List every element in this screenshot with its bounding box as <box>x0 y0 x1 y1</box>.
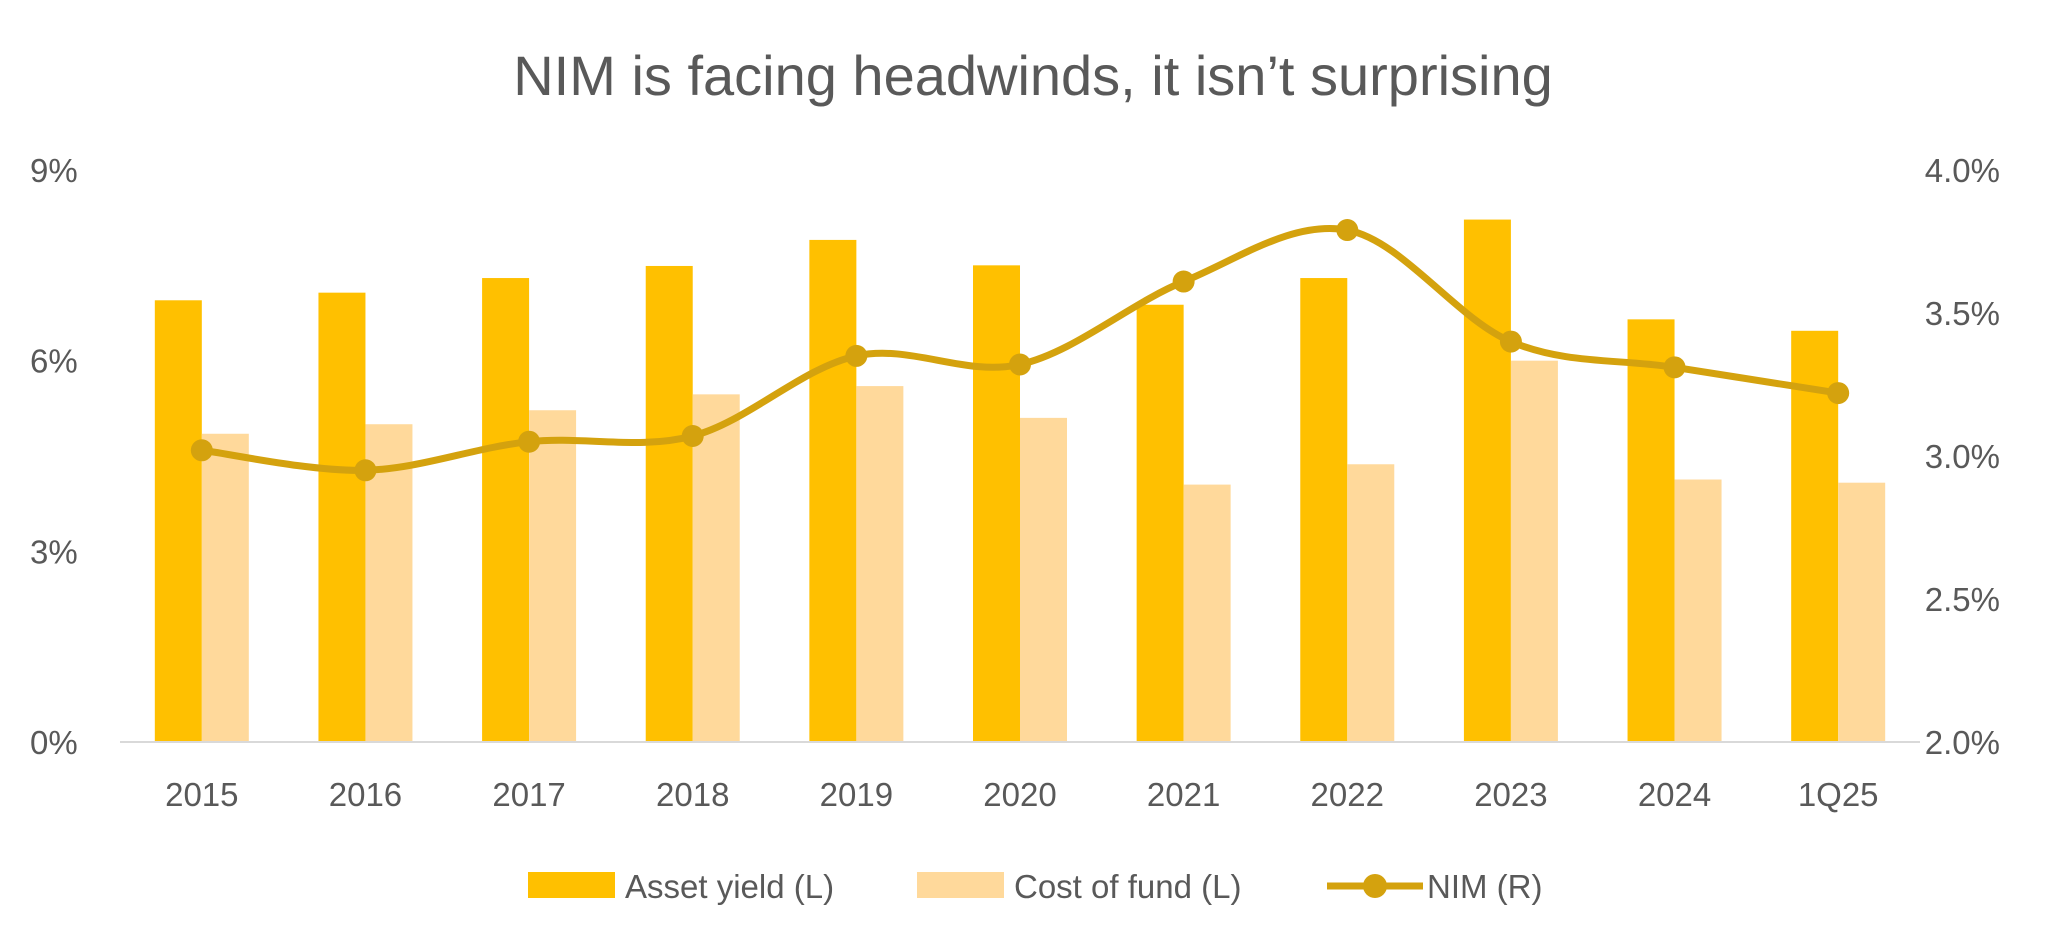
nim-data-point <box>518 430 541 453</box>
legend-swatch <box>528 872 615 898</box>
nim-data-point <box>354 459 377 482</box>
x-tick-label: 2016 <box>329 776 402 813</box>
asset-yield-bar <box>482 278 530 742</box>
legend-label: Asset yield (L) <box>625 868 834 905</box>
legend-cost-of-fund: Cost of fund (L) <box>917 868 1241 905</box>
bar-series <box>154 219 1886 742</box>
nim-data-point <box>1499 330 1522 353</box>
x-tick-label: 2019 <box>820 776 893 813</box>
cost-of-fund-bar <box>692 394 740 742</box>
legend-nim: NIM (R) <box>1327 868 1542 905</box>
nim-data-point <box>1663 356 1686 379</box>
legend-swatch <box>917 872 1004 898</box>
asset-yield-bar <box>645 265 693 742</box>
asset-yield-bar <box>154 300 202 742</box>
nim-data-point <box>190 439 213 462</box>
y-right-tick-label: 3.0% <box>1925 438 2000 475</box>
nim-data-point <box>845 344 868 367</box>
y-right-tick-label: 4.0% <box>1925 152 2000 189</box>
x-axis: 2015 2016 2017 2018 2019 2020 2021 2022 2023 2024… <box>165 776 1878 813</box>
x-tick-label: 1Q25 <box>1798 776 1879 813</box>
nim-data-point <box>1336 219 1359 242</box>
y-left-tick-label: 9% <box>30 152 78 189</box>
cost-of-fund-bar <box>1674 479 1722 742</box>
legend-label: NIM (R) <box>1427 868 1542 905</box>
cost-of-fund-bar <box>1510 360 1558 742</box>
cost-of-fund-bar <box>1838 482 1886 742</box>
cost-of-fund-bar <box>1347 464 1395 742</box>
nim-data-point <box>1009 353 1031 376</box>
legend: Asset yield (L) Cost of fund (L) NIM (R) <box>528 868 1542 905</box>
x-tick-label: 2020 <box>983 776 1056 813</box>
x-tick-label: 2022 <box>1311 776 1384 813</box>
x-tick-label: 2023 <box>1474 776 1547 813</box>
asset-yield-bar <box>1300 278 1348 742</box>
x-tick-label: 2015 <box>165 776 238 813</box>
nim-data-point <box>1827 382 1850 405</box>
nim-data-point <box>1172 270 1195 293</box>
x-tick-label: 2021 <box>1147 776 1220 813</box>
nim-line-series <box>190 219 1850 482</box>
cost-of-fund-bar <box>1183 484 1231 742</box>
legend-asset-yield: Asset yield (L) <box>528 868 834 905</box>
asset-yield-bar <box>1136 304 1184 742</box>
cost-of-fund-bar <box>201 433 249 742</box>
legend-label: Cost of fund (L) <box>1014 868 1241 905</box>
y-right-tick-label: 2.0% <box>1925 724 2000 761</box>
x-tick-label: 2018 <box>656 776 729 813</box>
x-tick-label: 2017 <box>492 776 565 813</box>
asset-yield-bar <box>1463 219 1511 742</box>
chart-title: NIM is facing headwinds, it isn’t surpri… <box>513 44 1553 107</box>
asset-yield-bar <box>809 239 857 742</box>
cost-of-fund-bar <box>856 386 904 742</box>
asset-yield-bar <box>973 265 1020 742</box>
left-axis: 0% 3% 6% 9% <box>30 152 78 761</box>
nim-data-point <box>681 424 704 447</box>
cost-of-fund-bar <box>529 410 577 742</box>
y-right-tick-label: 3.5% <box>1925 295 2000 332</box>
y-left-tick-label: 0% <box>30 724 78 761</box>
y-left-tick-label: 6% <box>30 343 78 380</box>
asset-yield-bar <box>318 292 366 742</box>
x-tick-label: 2024 <box>1638 776 1711 813</box>
y-left-tick-label: 3% <box>30 533 78 570</box>
asset-yield-bar <box>1627 319 1675 742</box>
legend-marker <box>1363 874 1387 898</box>
y-right-tick-label: 2.5% <box>1925 581 2000 618</box>
cost-of-fund-bar <box>1020 417 1067 742</box>
right-axis: 2.0% 2.5% 3.0% 3.5% 4.0% <box>1925 152 2000 761</box>
